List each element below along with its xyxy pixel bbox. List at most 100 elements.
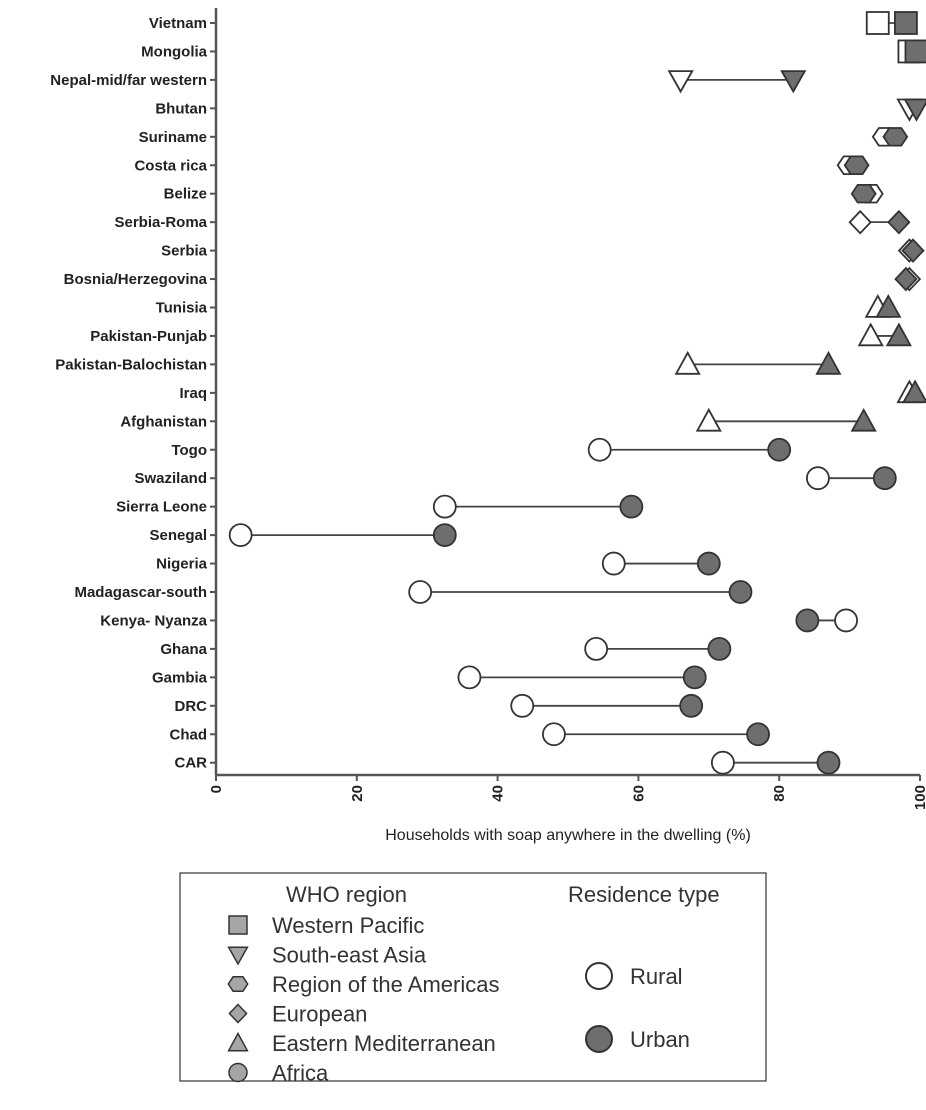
rural-marker — [542, 722, 566, 747]
rural-marker — [848, 209, 872, 235]
legend-residence-items: Rural Urban — [585, 962, 690, 1053]
legend-region-items: Western Pacific South-east Asia Region of … — [227, 913, 499, 1086]
urban-marker — [682, 665, 707, 690]
category-label: Afghanistan — [120, 413, 207, 430]
legend-urban-icon — [585, 1025, 613, 1053]
legend-residence-label: Urban — [630, 1027, 690, 1052]
category-label: Ghana — [160, 641, 207, 658]
rural-marker — [865, 11, 890, 35]
category-label: Pakistan-Balochistan — [55, 356, 207, 373]
urban-marker — [894, 11, 918, 35]
urban-marker — [903, 98, 926, 122]
rural-marker — [584, 637, 609, 661]
rural-marker — [667, 70, 694, 94]
category-label: Serbia — [161, 243, 208, 260]
x-axis-title: Households with soap anywhere in the dwe… — [385, 827, 751, 844]
category-label: Bosnia/Herzegovina — [64, 271, 208, 288]
legend-diamond-icon — [228, 1003, 248, 1024]
rural-marker — [457, 665, 482, 690]
legend: WHO region Residence type Western Pacifi… — [179, 872, 767, 1086]
category-label: Suriname — [139, 129, 207, 146]
category-label: Gambia — [152, 669, 208, 686]
category-label: Kenya- Nyanza — [100, 612, 207, 629]
rural-marker — [674, 350, 701, 375]
x-tick-label: 20 — [349, 785, 366, 802]
x-tick-label: 60 — [630, 785, 647, 802]
urban-marker — [885, 322, 912, 347]
legend-box — [179, 872, 767, 1082]
legend-region-label: South-east Asia — [272, 943, 427, 968]
urban-marker — [815, 350, 842, 375]
category-label: Nepal-mid/far western — [50, 72, 207, 89]
legend-square-icon — [228, 915, 248, 935]
category-label: DRC — [175, 698, 208, 715]
category-label: Swaziland — [134, 470, 207, 487]
urban-marker — [894, 266, 918, 292]
urban-marker — [679, 693, 704, 718]
urban-marker — [795, 608, 820, 633]
category-label: Chad — [170, 726, 208, 743]
legend-residence-title: Residence type — [568, 882, 720, 907]
category-label: CAR — [175, 755, 208, 772]
connector-layer — [240, 22, 917, 764]
category-label: Belize — [164, 186, 207, 203]
urban-marker — [904, 39, 926, 64]
urban-marker — [728, 580, 753, 604]
legend-circle-icon — [228, 1062, 248, 1083]
rural-marker — [834, 608, 858, 633]
category-label: Iraq — [179, 385, 207, 402]
legend-region-label: Region of the Americas — [272, 972, 499, 997]
urban-marker — [843, 155, 870, 176]
category-label: Pakistan-Punjab — [90, 328, 207, 345]
x-tick-label: 40 — [490, 785, 507, 802]
rural-marker — [228, 523, 253, 547]
x-tick-label: 0 — [208, 785, 225, 793]
urban-marker — [872, 466, 897, 491]
legend-triangle-up-icon — [227, 1031, 249, 1052]
category-label: Sierra Leone — [116, 499, 207, 516]
legend-region-label: Western Pacific — [272, 913, 424, 938]
rural-marker — [587, 437, 612, 462]
urban-marker — [850, 183, 877, 204]
category-label: Bhutan — [155, 100, 207, 117]
urban-marker — [901, 238, 925, 263]
urban-marker — [696, 551, 721, 576]
legend-region-title: WHO region — [286, 882, 407, 907]
category-label: Vietnam — [149, 15, 207, 32]
markers-layer — [228, 11, 926, 775]
category-label: Togo — [171, 442, 207, 459]
urban-marker — [816, 750, 841, 775]
rural-marker — [695, 407, 722, 432]
rural-marker — [857, 322, 884, 347]
urban-marker — [432, 523, 457, 547]
rural-marker — [432, 494, 457, 519]
urban-marker — [875, 294, 902, 318]
rural-marker — [806, 466, 830, 491]
legend-region-label: Eastern Mediterranean — [272, 1031, 496, 1056]
category-label: Mongolia — [141, 43, 207, 60]
urban-marker — [887, 209, 911, 235]
x-tick-label: 80 — [771, 785, 788, 802]
urban-marker — [901, 379, 926, 404]
legend-residence-label: Rural — [630, 964, 683, 989]
legend-rural-icon — [585, 962, 613, 990]
axes: 0 20 40 60 80 100 Vietnam Mongolia Nepal-mid/far… — [50, 8, 926, 810]
legend-hexagon-icon — [227, 976, 249, 992]
category-label: Costa rica — [134, 157, 207, 174]
category-label: Nigeria — [156, 556, 208, 573]
category-label: Senegal — [149, 527, 207, 544]
category-label: Tunisia — [156, 300, 208, 317]
urban-marker — [619, 494, 644, 519]
legend-triangle-down-icon — [227, 946, 249, 966]
category-label: Serbia-Roma — [114, 214, 207, 231]
legend-region-label: European — [272, 1002, 367, 1027]
rural-marker — [601, 551, 626, 576]
rural-marker — [710, 750, 735, 775]
urban-marker — [882, 127, 909, 147]
legend-region-label: Africa — [272, 1061, 329, 1086]
urban-marker — [707, 637, 732, 661]
rural-marker — [510, 693, 535, 718]
urban-marker — [746, 722, 770, 747]
category-label: Madagascar-south — [74, 584, 207, 601]
